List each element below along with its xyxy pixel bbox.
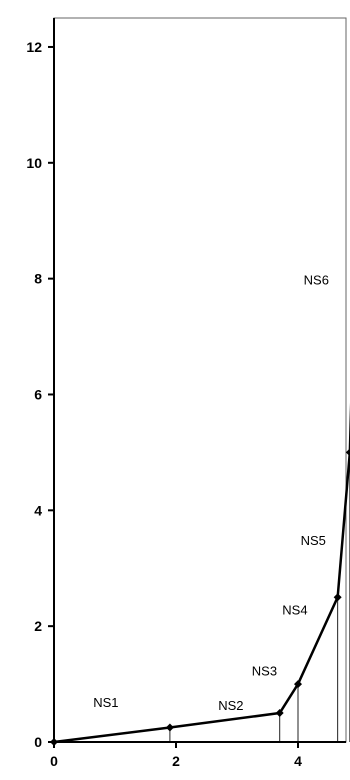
x-tick-labels: 0 2 4 [50, 753, 302, 769]
segment-label: NS1 [93, 695, 118, 710]
y-ticks [48, 45, 54, 743]
segment-label: NS6 [304, 272, 329, 287]
segment-label: NS2 [218, 698, 243, 713]
segment-label: NS5 [301, 533, 326, 548]
data-point [50, 738, 58, 746]
y-tick-label: 12 [26, 39, 42, 55]
plot-frame [53, 17, 347, 743]
y-tick-labels: 0 2 4 6 8 10 12 [26, 39, 42, 750]
y-tick-label: 10 [26, 155, 42, 171]
drop-lines [169, 452, 350, 742]
segment-label: NS4 [282, 603, 307, 618]
data-point [333, 593, 342, 602]
y-tick-label: 6 [34, 386, 42, 402]
y-tick-label: 0 [34, 734, 42, 750]
data-point [165, 723, 174, 732]
y-tick-label: 8 [34, 271, 42, 287]
x-tick-label: 2 [172, 753, 180, 769]
series-markers [50, 448, 350, 746]
segment-labels: NS1 NS2 NS3 NS4 NS5 NS6 [93, 272, 329, 713]
data-point [345, 448, 350, 457]
data-point [294, 680, 302, 689]
segment-label: NS3 [252, 663, 277, 678]
y-tick-label: 2 [34, 618, 42, 634]
x-tick-label: 0 [50, 753, 58, 769]
data-point [275, 709, 284, 718]
series-line [53, 402, 350, 744]
x-tick-label: 4 [294, 753, 302, 769]
y-tick-label: 4 [34, 502, 42, 518]
